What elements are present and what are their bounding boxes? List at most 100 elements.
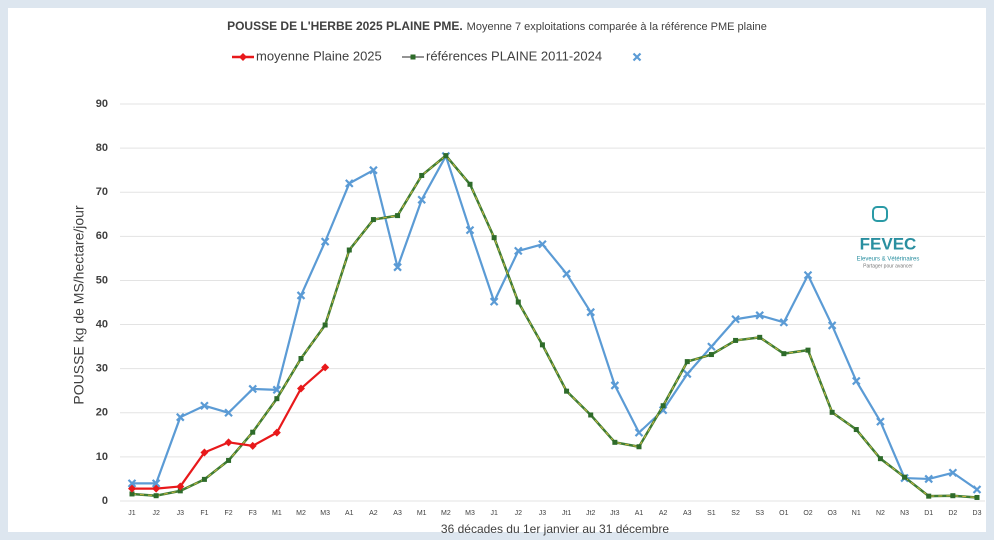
x-axis-label: 36 décades du 1er janvier au 31 décembre <box>441 522 669 536</box>
x-tick-label: A2 <box>659 510 668 517</box>
point <box>346 247 352 253</box>
legend-marker <box>410 54 416 60</box>
point <box>467 181 473 187</box>
point <box>128 484 136 493</box>
point <box>320 237 330 246</box>
x-tick-label: M3 <box>320 510 330 517</box>
y-tick-label: 30 <box>96 363 108 375</box>
point <box>248 384 257 394</box>
y-tick-label: 10 <box>96 451 108 463</box>
point <box>610 381 620 390</box>
point <box>708 352 714 358</box>
point <box>129 491 135 497</box>
point <box>369 165 378 175</box>
point <box>248 441 257 450</box>
legend-marker <box>239 53 247 61</box>
legend-label: moyenne Plaine 2025 <box>256 48 382 63</box>
legend-marker <box>632 52 642 62</box>
y-tick-label: 80 <box>96 142 108 154</box>
x-tick-label: S1 <box>707 510 716 517</box>
point <box>924 474 933 484</box>
point <box>781 351 787 357</box>
x-tick-label: J2 <box>515 510 523 517</box>
point <box>345 179 354 188</box>
x-tick-label: O2 <box>803 510 812 517</box>
point <box>539 342 545 348</box>
x-tick-label: M3 <box>465 510 475 517</box>
point <box>564 388 570 394</box>
point <box>779 318 789 327</box>
point <box>489 297 499 306</box>
legend-label: références PLAINE 2011-2024 <box>426 48 602 63</box>
x-tick-label: F3 <box>249 510 257 517</box>
x-tick-label: S2 <box>731 510 740 517</box>
x-tick-label: F1 <box>200 510 208 517</box>
point <box>200 448 209 457</box>
x-tick-label: M2 <box>296 510 306 517</box>
point <box>636 444 642 450</box>
point <box>683 369 692 379</box>
panel <box>8 8 986 532</box>
y-tick-label: 70 <box>96 186 108 198</box>
x-tick-label: Jt1 <box>562 510 571 517</box>
y-tick-label: 60 <box>96 230 108 242</box>
point <box>370 217 376 223</box>
point <box>757 334 763 340</box>
point <box>829 409 835 415</box>
point <box>684 359 690 365</box>
point <box>176 482 185 491</box>
point <box>755 311 764 320</box>
x-tick-label: A1 <box>635 510 644 517</box>
y-axis-label: POUSSE kg de MS/hectare/jour <box>71 205 87 405</box>
point <box>853 427 859 433</box>
point <box>805 347 811 353</box>
x-tick-label: D1 <box>924 510 933 517</box>
x-tick-label: N3 <box>900 510 909 517</box>
point <box>803 270 813 280</box>
point <box>731 314 740 324</box>
x-tick-label: F2 <box>224 510 232 517</box>
x-tick-label: A2 <box>369 510 378 517</box>
series-line-dash <box>131 154 978 498</box>
point <box>151 479 161 488</box>
logo-motto: Partager pour avancer <box>863 263 913 269</box>
x-tick-label: S3 <box>755 510 764 517</box>
point <box>443 153 449 159</box>
point <box>926 493 932 499</box>
point <box>419 172 425 178</box>
x-tick-label: M2 <box>441 510 451 517</box>
point <box>224 408 233 418</box>
point <box>200 401 209 410</box>
point <box>297 384 305 393</box>
chart-title: POUSSE DE L'HERBE 2025 PLAINE PME. Moyenn… <box>227 19 767 33</box>
y-tick-label: 50 <box>96 274 108 286</box>
x-tick-label: J1 <box>490 510 498 517</box>
point <box>707 342 716 351</box>
x-tick-label: M1 <box>272 510 282 517</box>
point <box>274 396 280 402</box>
y-tick-label: 20 <box>96 407 108 419</box>
y-tick-label: 90 <box>96 98 108 110</box>
x-tick-label: D3 <box>973 510 982 517</box>
point <box>250 429 256 435</box>
x-tick-label: O3 <box>827 510 836 517</box>
point <box>395 213 401 219</box>
point <box>877 456 883 462</box>
logo: FEVEC Eleveurs & Vétérinaires Partager p… <box>857 206 920 269</box>
point <box>950 493 956 499</box>
point <box>514 246 523 256</box>
point <box>586 307 595 317</box>
point <box>127 479 137 488</box>
point <box>634 428 644 437</box>
point <box>491 235 497 241</box>
point <box>298 356 304 362</box>
x-tick-label: J3 <box>177 510 185 517</box>
point <box>177 488 183 494</box>
logo-icon <box>872 206 888 222</box>
logo-tagline: Eleveurs & Vétérinaires <box>857 257 920 263</box>
point <box>176 412 185 422</box>
point <box>974 494 980 500</box>
point <box>393 262 402 272</box>
subtitle: Moyenne 7 exploitations comparée à la ré… <box>467 21 767 33</box>
